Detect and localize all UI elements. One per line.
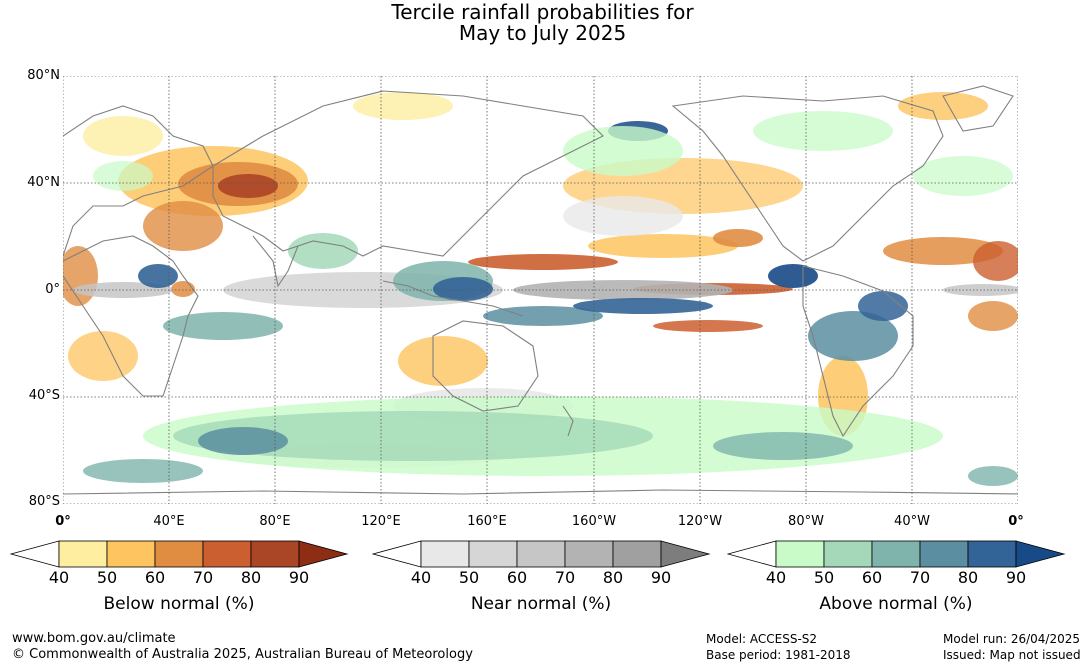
lat-label-80n: 80°N <box>27 68 60 83</box>
lon-label-40e: 40°E <box>153 514 185 529</box>
colorbar-swatch <box>106 540 156 568</box>
colorbar-swatch <box>871 540 921 568</box>
colorbar-swatch <box>250 540 300 568</box>
footer-model: Model: ACCESS-S2 <box>706 632 818 646</box>
colorbar-extension-low <box>10 540 60 568</box>
footer-model-run: Model run: 26/04/2025 <box>943 632 1081 646</box>
lon-label-120e: 120°E <box>361 514 401 529</box>
cbar-below-tick: 40 <box>48 568 70 587</box>
colorbar-near-normal-swatches <box>372 540 711 568</box>
lon-label-160e: 160°E <box>467 514 507 529</box>
cbar-below-tick: 50 <box>96 568 118 587</box>
map-canvas <box>63 76 1018 504</box>
colorbar-swatch <box>420 540 470 568</box>
colorbar-swatch <box>612 540 662 568</box>
cbar-near-tick: 60 <box>506 568 528 587</box>
colorbar-extension-high <box>660 540 711 568</box>
lon-label-160w: 160°W <box>571 514 617 529</box>
lon-label-0-right: 0° <box>1008 514 1024 529</box>
above-normal-regions <box>83 111 1018 486</box>
colorbar-swatch <box>154 540 204 568</box>
lon-label-40w: 40°W <box>894 514 930 529</box>
lat-label-40s: 40°S <box>28 388 60 403</box>
lon-label-0-left: 0° <box>55 514 71 529</box>
footer-website: www.bom.gov.au/climate <box>12 631 176 646</box>
lon-label-80w: 80°W <box>788 514 824 529</box>
colorbar-extension-high <box>1015 540 1066 568</box>
cbar-above-tick: 70 <box>909 568 931 587</box>
cbar-below-tick: 80 <box>240 568 262 587</box>
coastlines <box>63 85 1018 495</box>
colorbar-swatch <box>823 540 873 568</box>
footer-issued: Issued: Map not issued <box>943 648 1081 662</box>
rainfall-probability-map <box>63 76 1018 504</box>
colorbar-swatch <box>516 540 566 568</box>
cbar-near-tick: 50 <box>458 568 480 587</box>
colorbar-swatch <box>967 540 1017 568</box>
footer-copyright: © Commonwealth of Australia 2025, Austra… <box>12 647 473 662</box>
lat-label-80s: 80°S <box>28 494 60 509</box>
colorbar-extension-high <box>298 540 349 568</box>
map-title-line2: May to July 2025 <box>458 21 627 45</box>
map-title-line1: Tercile rainfall probabilities for <box>391 0 694 24</box>
colorbar-swatch <box>58 540 108 568</box>
colorbar-above-title: Above normal (%) <box>819 594 973 614</box>
colorbar-above-normal-swatches <box>727 540 1066 568</box>
lat-label-equator: 0° <box>45 282 60 297</box>
cbar-near-tick: 90 <box>650 568 672 587</box>
colorbar-swatch <box>468 540 518 568</box>
colorbar-extension-low <box>372 540 422 568</box>
cbar-above-tick: 60 <box>861 568 883 587</box>
colorbar-extension-low <box>727 540 777 568</box>
cbar-near-tick: 70 <box>554 568 576 587</box>
colorbar-swatch <box>564 540 614 568</box>
colorbar-below-title: Below normal (%) <box>103 594 255 614</box>
colorbar-swatch <box>202 540 252 568</box>
cbar-near-tick: 40 <box>410 568 432 587</box>
cbar-below-tick: 70 <box>192 568 214 587</box>
footer-base-period: Base period: 1981-2018 <box>706 648 851 662</box>
colorbar-swatch <box>775 540 825 568</box>
cbar-near-tick: 80 <box>602 568 624 587</box>
colorbar-swatch <box>919 540 969 568</box>
cbar-below-tick: 60 <box>144 568 166 587</box>
colorbar-near-title: Near normal (%) <box>470 594 612 614</box>
lat-label-40n: 40°N <box>27 175 60 190</box>
cbar-above-tick: 80 <box>957 568 979 587</box>
cbar-above-tick: 90 <box>1005 568 1027 587</box>
colorbar-below-normal-swatches <box>10 540 349 568</box>
cbar-below-tick: 90 <box>288 568 310 587</box>
lon-label-80e: 80°E <box>259 514 291 529</box>
cbar-above-tick: 50 <box>813 568 835 587</box>
cbar-above-tick: 40 <box>765 568 787 587</box>
graticule <box>63 76 1018 504</box>
lon-label-120w: 120°W <box>677 514 723 529</box>
